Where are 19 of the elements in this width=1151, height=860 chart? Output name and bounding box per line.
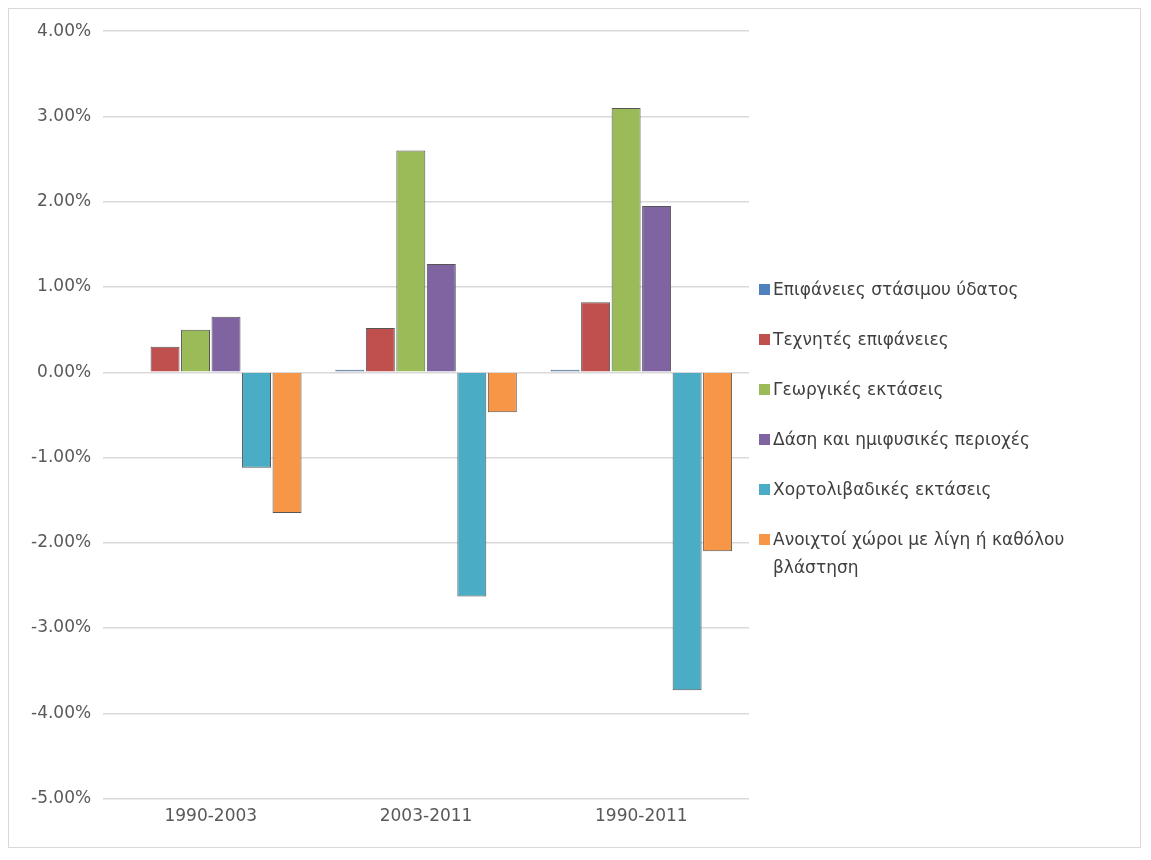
y-tick-label: -5.00% [31,787,92,808]
y-tick-label: 4.00% [37,19,92,40]
y-tick-label: 0.00% [37,360,92,381]
legend-label: Χορτολιβαδικές εκτάσεις [773,478,992,501]
y-tick-label: -4.00% [31,701,92,722]
legend-label: Επιφάνειες στάσιμου ύδατος [773,278,1019,301]
x-tick-label: 1990-2003 [164,805,258,826]
legend-label: Γεωργικές εκτάσεις [773,378,944,401]
x-tick-label: 1990-2011 [595,805,688,826]
y-tick-label: -2.00% [31,531,92,552]
x-tick-label: 2003-2011 [379,805,473,826]
y-tick-label: -1.00% [31,445,92,466]
legend-label: Δάση και ημιφυσικές περιοχές [773,428,1031,451]
legend-label: Ανοιχτοί χώροι με λίγη ή καθόλου βλάστηση [773,528,1066,579]
legend-label: Τεχνητές επιφάνειες [773,328,949,351]
y-tick-label: 2.00% [37,190,92,211]
y-tick-label: 1.00% [37,275,92,296]
y-tick-label: -3.00% [31,616,92,637]
y-tick-label: 3.00% [37,104,92,125]
